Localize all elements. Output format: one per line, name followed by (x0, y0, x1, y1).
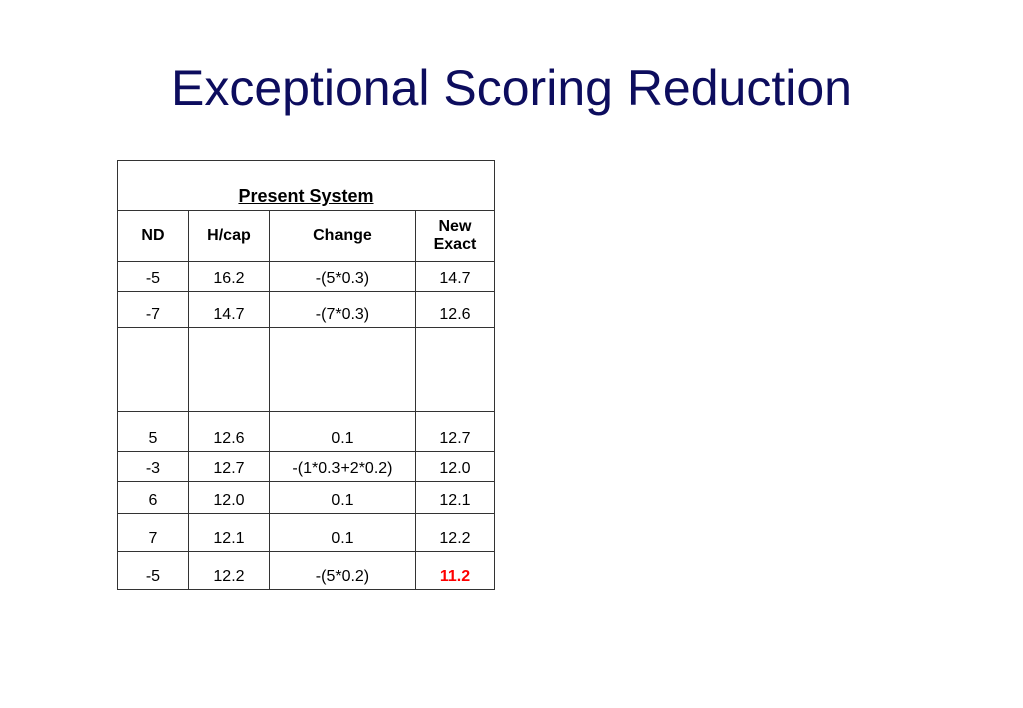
column-header-new-exact-line2: Exact (433, 236, 477, 253)
cell-hcap: 12.6 (187, 411, 271, 452)
cell-hcap: 12.1 (187, 513, 271, 552)
cell-nd (117, 327, 189, 412)
cell-nd: 6 (117, 481, 189, 514)
table-row: -5 12.2 -(5*0.2) 11.2 (117, 551, 496, 590)
scoring-table: Present System ND H/cap Change New Exact… (117, 160, 496, 590)
column-header-nd: ND (117, 210, 189, 262)
cell-change: -(7*0.3) (269, 291, 416, 328)
cell-nd: -7 (117, 291, 189, 328)
column-header-new-exact: New Exact (414, 210, 496, 262)
slide-title: Exceptional Scoring Reduction (171, 60, 852, 116)
cell-new-exact (414, 327, 496, 412)
cell-new-exact: 12.1 (414, 481, 496, 514)
table-row: -7 14.7 -(7*0.3) 12.6 (117, 291, 496, 328)
cell-change: 0.1 (269, 411, 416, 452)
cell-hcap: 12.7 (187, 451, 271, 482)
cell-nd: -5 (117, 261, 189, 292)
cell-change: 0.1 (269, 513, 416, 552)
cell-change: -(5*0.3) (269, 261, 416, 292)
cell-nd: 5 (117, 411, 189, 452)
cell-hcap (187, 327, 271, 412)
column-header-new-exact-line1: New (438, 218, 472, 235)
cell-new-exact: 12.6 (414, 291, 496, 328)
cell-new-exact: 12.7 (414, 411, 496, 452)
table-row: 5 12.6 0.1 12.7 (117, 411, 496, 452)
cell-hcap: 14.7 (187, 291, 271, 328)
cell-change: 0.1 (269, 481, 416, 514)
table-row: 6 12.0 0.1 12.1 (117, 481, 496, 514)
cell-change: -(1*0.3+2*0.2) (269, 451, 416, 482)
cell-nd: -5 (117, 551, 189, 590)
cell-nd: 7 (117, 513, 189, 552)
cell-new-exact: 14.7 (414, 261, 496, 292)
cell-hcap: 12.0 (187, 481, 271, 514)
column-header-hcap: H/cap (187, 210, 271, 262)
cell-nd: -3 (117, 451, 189, 482)
column-header-change: Change (269, 210, 416, 262)
cell-new-exact-final: 11.2 (414, 551, 496, 590)
table-row: -3 12.7 -(1*0.3+2*0.2) 12.0 (117, 451, 496, 482)
cell-new-exact: 12.0 (414, 451, 496, 482)
cell-hcap: 12.2 (187, 551, 271, 590)
table-header-present-system: Present System (117, 160, 495, 211)
cell-hcap: 16.2 (187, 261, 271, 292)
table-row-empty (117, 327, 496, 412)
table-row: -5 16.2 -(5*0.3) 14.7 (117, 261, 496, 292)
cell-new-exact: 12.2 (414, 513, 496, 552)
table-row: 7 12.1 0.1 12.2 (117, 513, 496, 552)
cell-change (269, 327, 416, 412)
cell-change: -(5*0.2) (269, 551, 416, 590)
